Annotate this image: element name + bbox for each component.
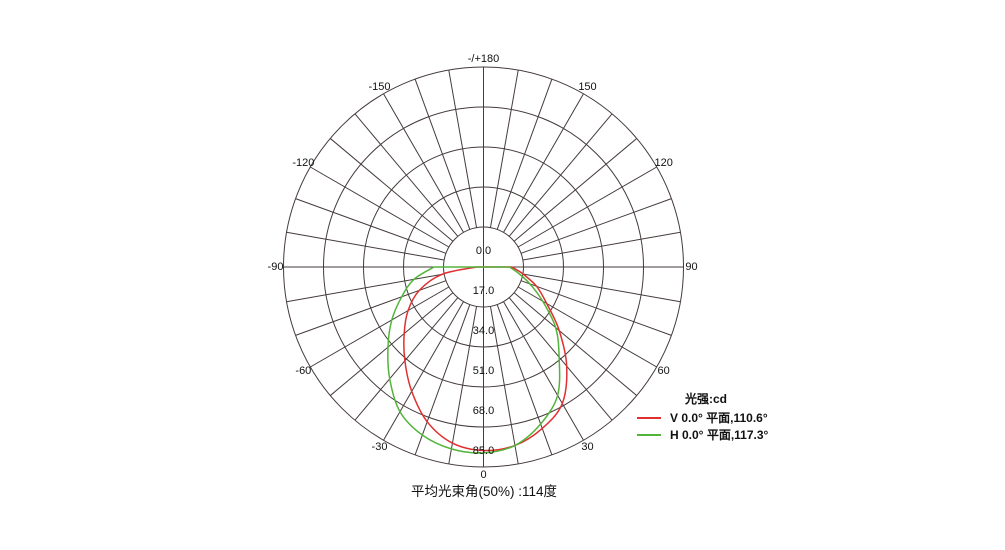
polar-spoke [310,286,450,368]
angle-label-120: 120 [654,157,672,169]
ring-label-68.0: 68.0 [473,405,494,417]
polar-spoke [329,138,454,242]
ring-label-17.0: 17.0 [473,285,494,297]
v-series-label: V 0.0° 平面,110.6° [670,411,768,425]
curve-h-plane [387,266,561,454]
polar-spoke [489,69,519,228]
polar-spoke [508,297,613,421]
polar-spoke [354,297,459,421]
polar-spoke [503,301,584,441]
ring-label-0.0: 0.0 [476,245,491,257]
polar-spoke [517,166,657,248]
polar-spoke [520,280,672,336]
polar-spoke [517,286,657,368]
angle-label--+180: -/+180 [468,53,500,65]
legend-title: 光强:cd [685,392,728,406]
polar-spoke [503,93,584,233]
ring-label-34.0: 34.0 [473,325,494,337]
legend-item-v-plane: V 0.0° 平面,110.6° [637,409,768,426]
legend: 光强:cd V 0.0° 平面,110.6° H 0.0° 平面,117.3° [637,390,768,443]
polar-spoke [383,301,464,441]
polar-spoke [286,231,445,261]
polar-spoke [522,231,681,261]
polar-spoke [489,306,519,465]
legend-item-h-plane: H 0.0° 平面,117.3° [637,426,768,443]
angle-label-30: 30 [581,441,593,453]
polar-spoke [295,198,447,254]
curve-v-plane [403,266,568,452]
h-series-color-swatch [637,433,661,436]
polar-spoke [448,306,478,465]
polar-spoke [383,93,464,233]
polar-spoke [508,113,613,237]
polar-spoke [414,304,471,456]
angle-label-0: 0 [480,469,486,481]
ring-label-51.0: 51.0 [473,365,494,377]
polar-spoke [329,292,454,396]
polar-spoke [286,273,445,303]
polar-spoke [414,78,471,230]
ring-label-85.0: 85.0 [473,445,494,457]
h-series-label: H 0.0° 平面,117.3° [670,428,769,442]
angle-label--30: -30 [372,441,388,453]
angle-label--150: -150 [368,81,390,93]
polar-spoke [496,304,553,456]
polar-spoke [496,78,553,230]
polar-spoke [448,69,478,228]
polar-spoke [354,113,459,237]
v-series-color-swatch [637,416,661,419]
polar-spoke [522,273,681,303]
angle-label--90: -90 [268,261,284,273]
angle-label-90: 90 [685,261,697,273]
polar-spoke [513,292,638,396]
angle-label-60: 60 [658,365,670,377]
angle-label--60: -60 [295,365,311,377]
angle-label-150: 150 [578,81,596,93]
polar-spoke [295,280,447,336]
polar-spoke [513,138,638,242]
beam-angle-caption: 平均光束角(50%) :114度 [410,484,558,499]
polar-spoke [310,166,450,248]
angle-label--120: -120 [292,157,314,169]
polar-spoke [520,198,672,254]
